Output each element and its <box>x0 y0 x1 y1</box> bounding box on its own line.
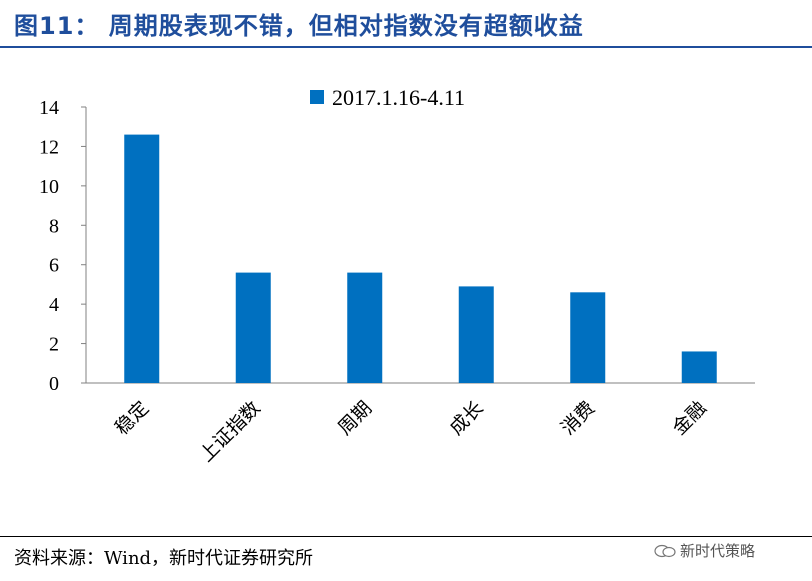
source-note: 资料来源：Wind，新时代证券研究所 <box>14 548 314 569</box>
y-tick-label: 10 <box>39 176 59 198</box>
y-tick-label: 6 <box>49 255 59 277</box>
wechat-icon <box>654 544 676 557</box>
x-tick-label-4: 消费 <box>557 397 599 439</box>
y-axis: 0 2 4 6 8 10 12 14 <box>39 97 755 395</box>
x-tick-label-5: 金融 <box>668 397 710 439</box>
watermark-text: 新时代策略 <box>680 542 756 560</box>
bar-2 <box>347 272 383 383</box>
bar-0 <box>124 134 160 383</box>
bar-4 <box>570 292 606 383</box>
x-tick-label-3: 成长 <box>445 397 487 439</box>
source-divider <box>0 536 812 537</box>
x-axis-labels: 稳定 上证指数 周期 成长 消费 金融 <box>111 397 711 466</box>
bar-3 <box>458 286 494 383</box>
watermark: 新时代策略 <box>654 540 755 561</box>
bar-1 <box>235 272 271 383</box>
title-divider <box>0 46 812 48</box>
bar-5 <box>681 351 717 383</box>
x-tick-label-1: 上证指数 <box>195 397 264 466</box>
y-tick-label: 12 <box>39 136 59 158</box>
figure-title: 图11： 周期股表现不错，但相对指数没有超额收益 <box>14 12 584 40</box>
legend-swatch <box>310 90 324 104</box>
bars <box>124 134 717 383</box>
x-tick-label-2: 周期 <box>334 397 376 439</box>
bar-chart: 2017.1.16-4.11 0 2 4 6 8 10 12 14 稳定 上证指数 周期 成长 消费 金… <box>39 85 755 466</box>
y-tick-label: 0 <box>49 373 59 395</box>
legend-label-series-0: 2017.1.16-4.11 <box>332 85 465 110</box>
y-tick-label: 14 <box>39 97 59 119</box>
y-tick-label: 8 <box>49 215 59 237</box>
y-tick-label: 4 <box>49 294 59 316</box>
chart-legend: 2017.1.16-4.11 <box>310 85 465 110</box>
y-tick-label: 2 <box>49 334 59 356</box>
x-tick-label-0: 稳定 <box>111 397 153 439</box>
